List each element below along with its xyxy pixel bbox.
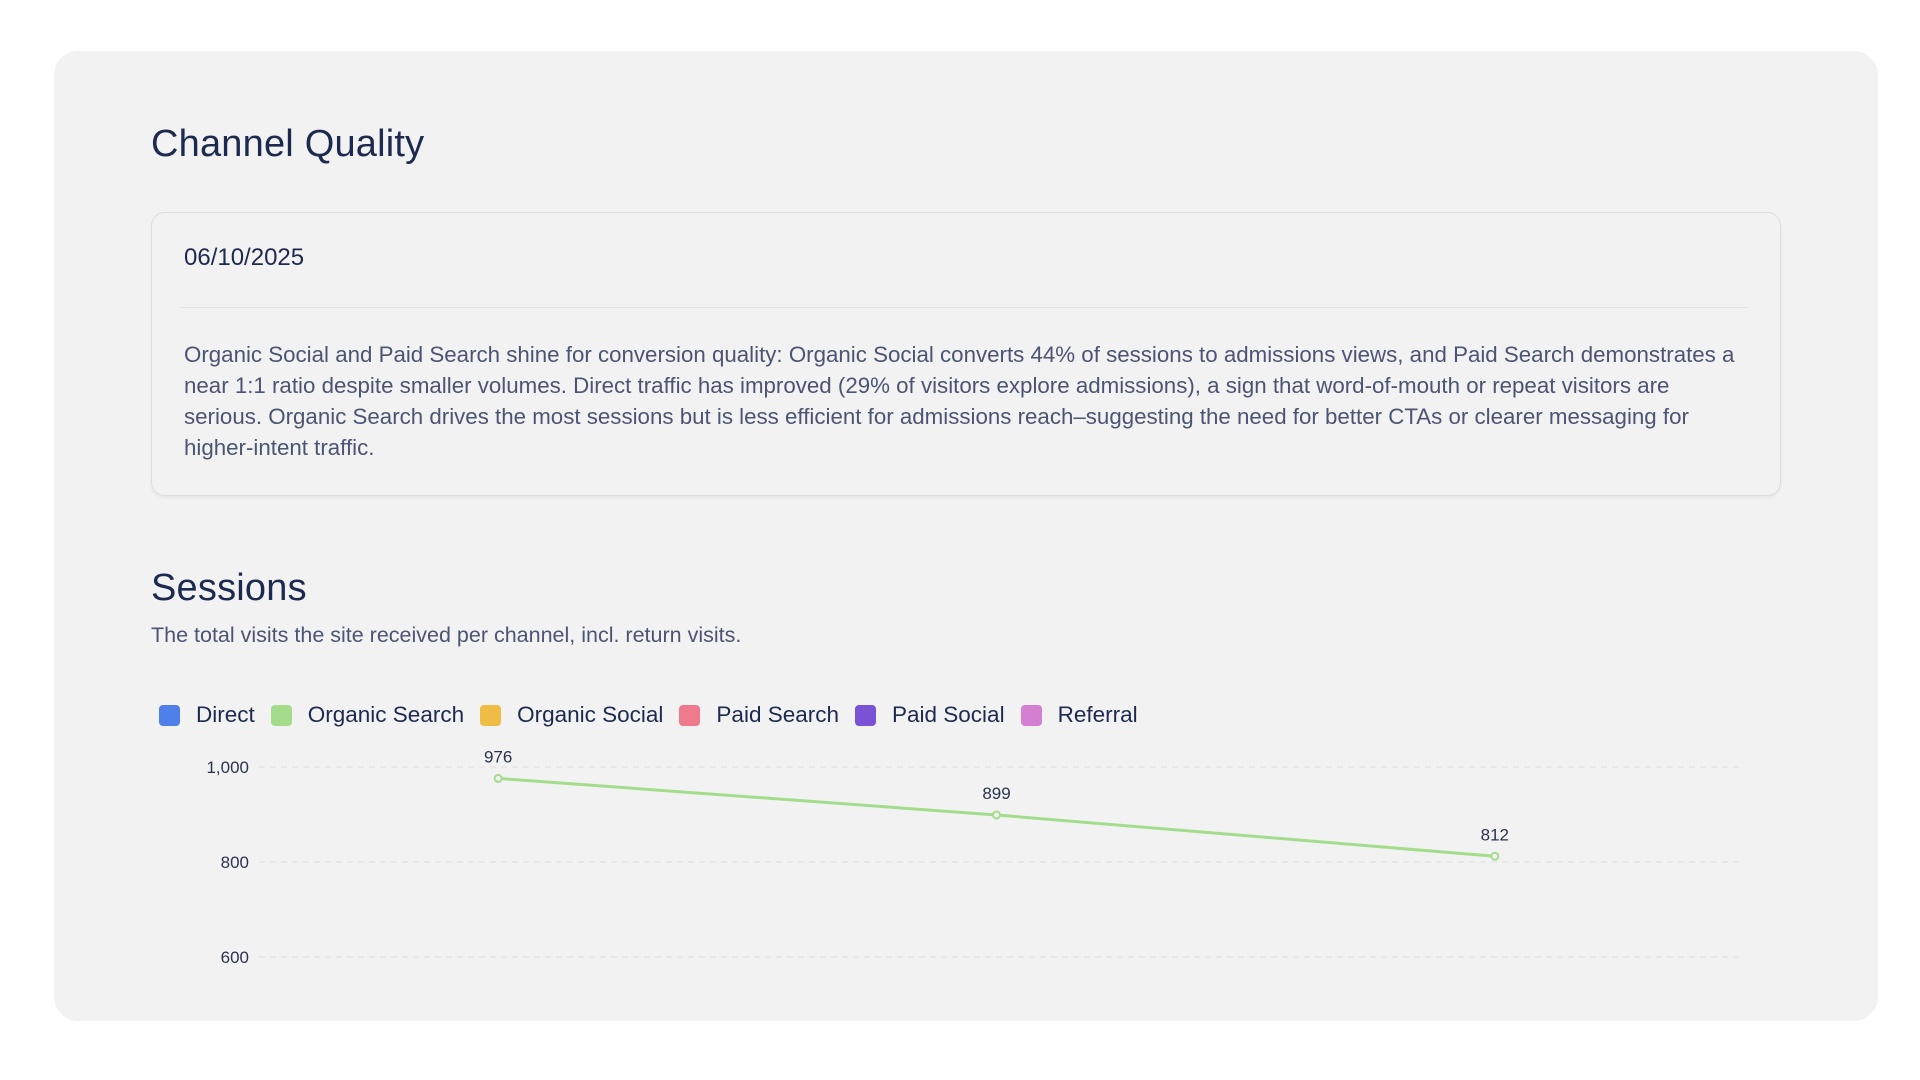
legend-swatch: [1020, 704, 1042, 726]
data-label: 812: [1481, 825, 1509, 844]
legend-item-direct[interactable]: Direct: [159, 702, 255, 728]
legend-item-referral[interactable]: Referral: [1020, 702, 1138, 728]
legend-swatch: [480, 704, 502, 726]
sessions-title: Sessions: [151, 567, 307, 609]
legend-swatch: [270, 704, 292, 726]
sessions-line-chart: 1,000 800 600 976 899 812: [206, 747, 1744, 967]
insight-text: Organic Social and Paid Search shine for…: [184, 342, 1735, 460]
insight-card: 06/10/2025 Organic Social and Paid Searc…: [151, 212, 1781, 496]
legend-item-paid-social[interactable]: Paid Social: [855, 702, 1005, 728]
legend-item-organic-search[interactable]: Organic Search: [270, 702, 465, 728]
insight-date: 06/10/2025: [184, 244, 305, 271]
sessions-subtitle: The total visits the site received per c…: [151, 623, 742, 647]
legend-item-paid-search[interactable]: Paid Search: [679, 702, 839, 728]
legend-label: Paid Search: [716, 702, 839, 727]
data-label: 976: [484, 747, 512, 766]
legend-label: Paid Social: [892, 702, 1005, 727]
chart-legend: Direct Organic Search Organic Social Pai…: [159, 702, 1154, 728]
legend-swatch: [679, 704, 701, 726]
legend-swatch: [159, 704, 180, 726]
data-label: 899: [982, 784, 1010, 803]
legend-swatch: [855, 704, 876, 726]
insight-divider: [180, 307, 1748, 308]
legend-label: Organic Search: [307, 702, 465, 727]
legend-label: Referral: [1057, 702, 1138, 727]
data-point[interactable]: [992, 810, 1001, 820]
channel-quality-panel: Channel Quality 06/10/2025 Organic Socia…: [54, 51, 1878, 1021]
channel-quality-title: Channel Quality: [151, 123, 425, 165]
data-point[interactable]: [1490, 851, 1500, 861]
y-tick-label: 800: [221, 853, 249, 872]
legend-label: Direct: [196, 702, 255, 727]
y-tick-label: 600: [221, 948, 249, 967]
y-tick-label: 1,000: [206, 758, 249, 777]
data-point[interactable]: [493, 773, 503, 783]
legend-item-organic-social[interactable]: Organic Social: [480, 702, 663, 728]
legend-label: Organic Social: [517, 702, 664, 727]
